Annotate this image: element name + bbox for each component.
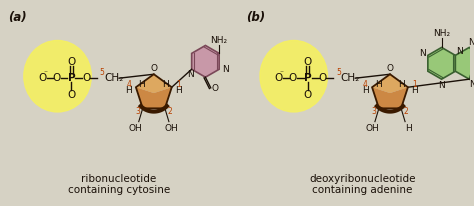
Polygon shape bbox=[136, 74, 172, 93]
Text: H: H bbox=[374, 80, 382, 89]
Text: 3: 3 bbox=[372, 107, 376, 116]
Text: 4: 4 bbox=[127, 80, 131, 89]
Polygon shape bbox=[428, 47, 456, 79]
Text: O: O bbox=[38, 73, 47, 83]
Text: H: H bbox=[399, 80, 405, 89]
Text: 2: 2 bbox=[167, 107, 172, 116]
Text: OH: OH bbox=[165, 124, 179, 133]
Text: 5: 5 bbox=[336, 68, 341, 77]
Text: O: O bbox=[275, 73, 283, 83]
Text: O: O bbox=[82, 73, 91, 83]
Text: NH₂: NH₂ bbox=[210, 36, 228, 45]
Polygon shape bbox=[136, 87, 172, 108]
Text: P: P bbox=[304, 73, 311, 83]
Text: CH₂: CH₂ bbox=[340, 73, 360, 83]
Text: ribonucleotide: ribonucleotide bbox=[82, 174, 157, 184]
Text: 1: 1 bbox=[412, 80, 417, 89]
Text: N: N bbox=[438, 81, 445, 90]
Text: H: H bbox=[163, 80, 169, 89]
Text: NH₂: NH₂ bbox=[433, 29, 450, 38]
Ellipse shape bbox=[24, 41, 91, 112]
Text: (b): (b) bbox=[246, 11, 265, 24]
Text: H: H bbox=[411, 86, 418, 95]
Text: O: O bbox=[211, 84, 218, 93]
Text: O: O bbox=[289, 73, 297, 83]
Text: O: O bbox=[386, 64, 393, 73]
Text: N: N bbox=[469, 80, 474, 89]
Text: N: N bbox=[222, 65, 228, 74]
Text: 3: 3 bbox=[136, 107, 140, 116]
Text: deoxyribonucleotide: deoxyribonucleotide bbox=[309, 174, 416, 184]
Text: O: O bbox=[303, 90, 312, 100]
Text: H: H bbox=[138, 80, 145, 89]
Polygon shape bbox=[372, 74, 408, 93]
Text: P: P bbox=[68, 73, 75, 83]
Text: (a): (a) bbox=[8, 11, 27, 24]
Text: N: N bbox=[187, 70, 194, 79]
Text: O: O bbox=[53, 73, 61, 83]
Text: 2: 2 bbox=[404, 107, 409, 116]
Text: O: O bbox=[67, 90, 75, 100]
Text: ⁻: ⁻ bbox=[44, 69, 48, 78]
Text: H: H bbox=[175, 86, 182, 95]
Polygon shape bbox=[191, 46, 219, 77]
Text: O: O bbox=[150, 64, 157, 73]
Text: H: H bbox=[126, 86, 132, 95]
Polygon shape bbox=[456, 47, 474, 79]
Text: ⁻: ⁻ bbox=[280, 69, 284, 78]
Text: CH₂: CH₂ bbox=[104, 73, 123, 83]
Text: O: O bbox=[319, 73, 327, 83]
Text: containing adenine: containing adenine bbox=[312, 185, 412, 195]
Text: 4: 4 bbox=[363, 80, 367, 89]
Text: OH: OH bbox=[365, 124, 379, 133]
Text: H: H bbox=[405, 124, 411, 133]
Text: N: N bbox=[419, 49, 426, 58]
Text: N: N bbox=[468, 38, 474, 47]
Text: O: O bbox=[303, 57, 312, 67]
Polygon shape bbox=[372, 87, 408, 108]
Text: containing cytosine: containing cytosine bbox=[68, 185, 170, 195]
Text: OH: OH bbox=[129, 124, 143, 133]
Text: H: H bbox=[362, 86, 368, 95]
Text: 1: 1 bbox=[176, 80, 181, 89]
Ellipse shape bbox=[260, 41, 328, 112]
Text: N: N bbox=[456, 47, 463, 56]
Text: O: O bbox=[67, 57, 75, 67]
Text: 5: 5 bbox=[100, 68, 105, 77]
